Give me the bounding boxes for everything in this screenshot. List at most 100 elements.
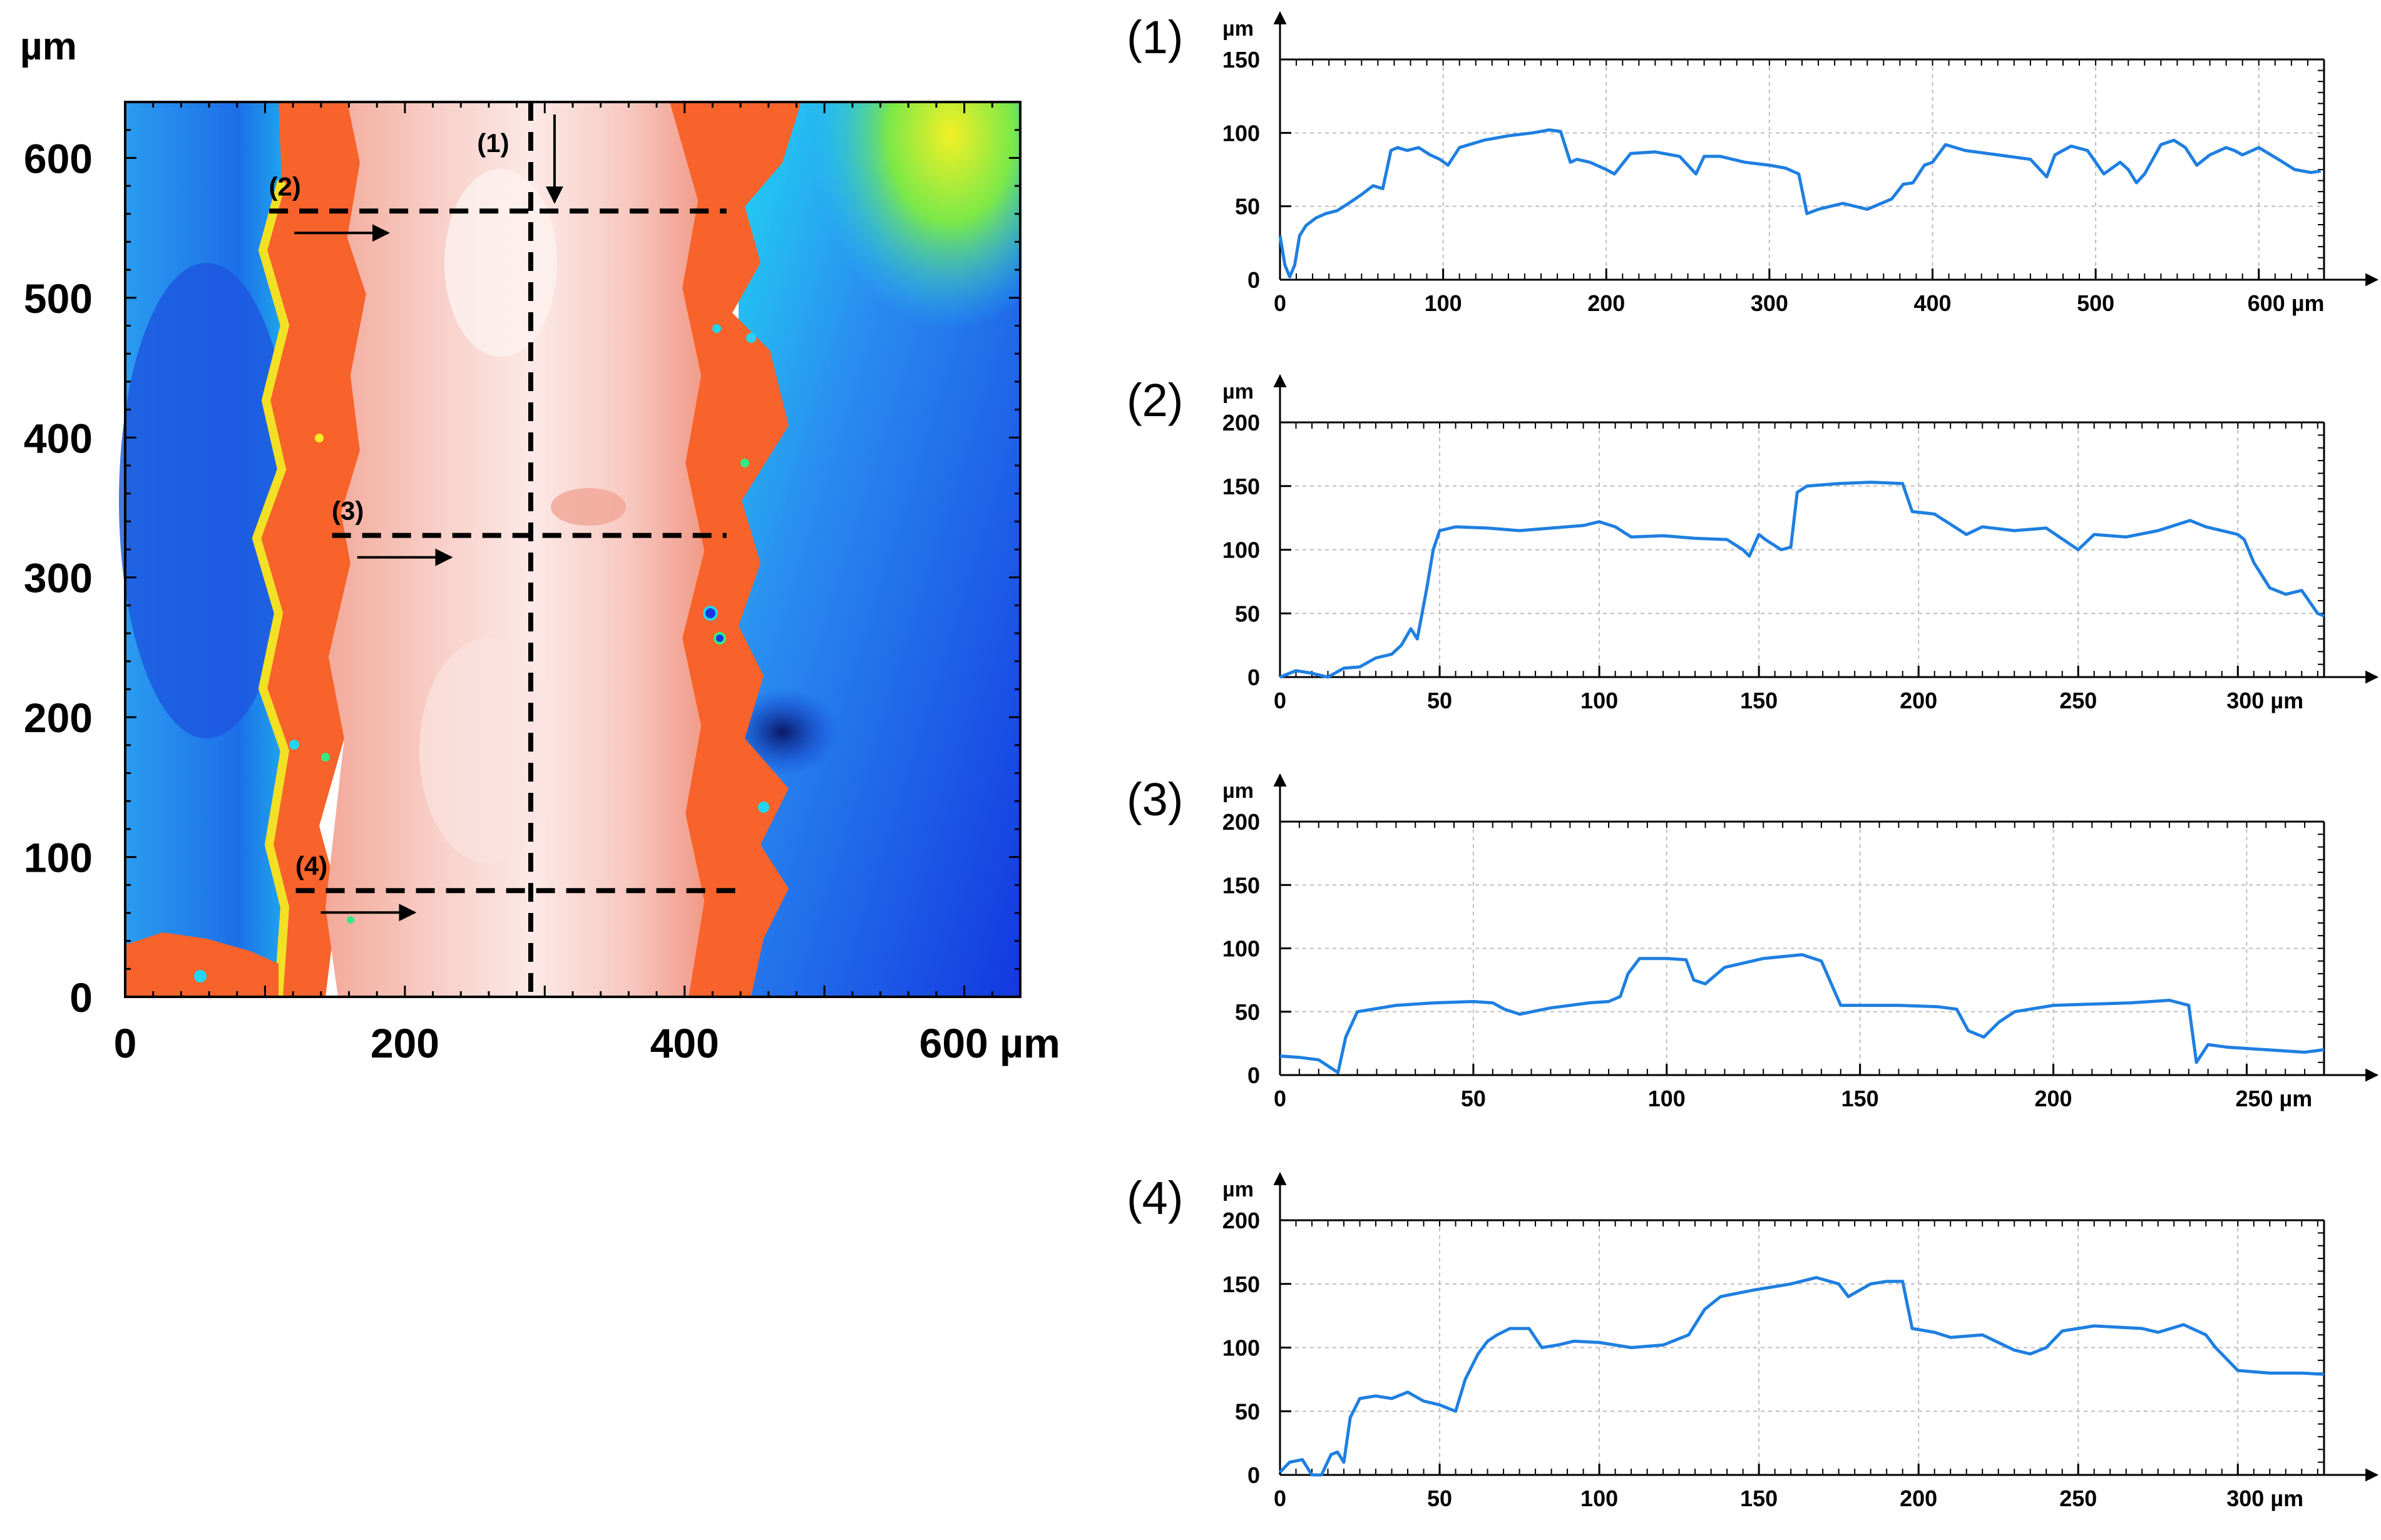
y-tick-label: 100 (1222, 538, 1260, 563)
y-unit-label: µm (1222, 1178, 1254, 1201)
profile-series-line (1278, 128, 2322, 278)
y-tick-label: 100 (1222, 1335, 1260, 1361)
profile-chart-1: 0 100 200 300 400 500 600 µm 0 50 100 150 µm (1) (1127, 11, 2379, 316)
profile-label: (3) (1127, 773, 1183, 825)
map-y-tick-label: 100 (24, 835, 93, 881)
map-right-orange-band (663, 102, 801, 997)
map-y-tick-label: 0 (69, 974, 93, 1021)
y-unit-label: µm (1222, 17, 1254, 41)
y-tick-label: 200 (1222, 1208, 1260, 1233)
y-tick-label: 0 (1247, 1063, 1260, 1088)
map-spot (289, 740, 299, 750)
x-tick-label: 300 µm (2226, 688, 2303, 713)
x-tick-label: 250 (2059, 1486, 2097, 1511)
x-tick-label: 100 (1425, 290, 1462, 316)
x-tick-label: 600 µm (2248, 290, 2325, 316)
y-tick-label: 50 (1235, 1399, 1260, 1424)
profile-chart-2: 0 50 100 150 200 250 300 µm 0 50 100 150 200 µm (2) (1127, 374, 2379, 713)
y-tick-label: 50 (1235, 999, 1260, 1025)
profile-label: (2) (1127, 374, 1183, 426)
profile-label-map: (2) (269, 171, 300, 201)
map-y-tick-label: 200 (24, 695, 93, 741)
height-map: 0 200 400 600 µm 0 100 200 300 400 500 600 µm (1) (2)… (20, 25, 1060, 1066)
map-pink-patch (551, 488, 626, 526)
x-tick-label: 150 (1740, 1486, 1778, 1511)
profile-series-line (1279, 1276, 2325, 1477)
map-y-unit-label: µm (20, 25, 77, 68)
x-tick-label: 150 (1740, 688, 1778, 713)
map-x-tick-label: 0 (114, 1020, 137, 1066)
map-bottom-left-orange (125, 932, 279, 997)
y-tick-label: 0 (1247, 665, 1260, 690)
profile-label-map: (4) (295, 851, 327, 880)
profile-chart-3: 0 50 100 150 200 250 µm 0 50 100 150 200 µm (3) (1127, 773, 2379, 1111)
map-spot (315, 434, 324, 442)
x-tick-label: 0 (1274, 1486, 1286, 1511)
x-tick-label: 100 (1648, 1086, 1686, 1111)
x-tick-label: 200 (2035, 1086, 2072, 1111)
map-spot (703, 606, 718, 621)
map-yellow-region (789, 102, 1020, 427)
map-spot (194, 970, 207, 982)
map-spot (321, 753, 330, 762)
x-tick-label: 200 (1587, 290, 1625, 316)
y-tick-label: 150 (1222, 872, 1260, 898)
x-tick-label: 300 (1751, 290, 1788, 316)
profile-label-map: (3) (332, 496, 364, 526)
x-tick-label: 300 µm (2226, 1486, 2303, 1511)
x-tick-label: 0 (1274, 1086, 1286, 1111)
x-tick-label: 50 (1427, 1486, 1452, 1511)
y-tick-label: 100 (1222, 936, 1260, 962)
y-tick-label: 150 (1222, 474, 1260, 499)
profile-label-map: (1) (477, 128, 509, 158)
map-y-tick-label: 300 (24, 555, 93, 601)
map-y-tick-label: 600 (24, 135, 93, 181)
map-spot (714, 632, 726, 645)
x-tick-label: 50 (1461, 1086, 1486, 1111)
profile-label: (4) (1127, 1172, 1183, 1224)
map-spot (758, 802, 769, 813)
x-tick-label: 500 (2077, 290, 2114, 316)
profile-chart-4: 0 50 100 150 200 250 300 µm 0 50 100 150 200 µm (4) (1127, 1171, 2379, 1511)
map-y-tick-label: 400 (24, 415, 93, 461)
x-tick-label: 100 (1580, 1486, 1618, 1511)
map-center-pink-band (325, 102, 704, 997)
y-tick-label: 200 (1222, 410, 1260, 436)
map-x-tick-label: 200 (371, 1020, 439, 1066)
x-tick-label: 250 (2059, 688, 2097, 713)
map-pale-patch (444, 169, 557, 357)
x-tick-label: 150 (1841, 1086, 1879, 1111)
map-left-yellow-edge (252, 180, 290, 997)
profile-series-line (1279, 481, 2325, 679)
x-tick-label: 50 (1427, 688, 1452, 713)
map-spot (740, 459, 749, 467)
profile-series-line (1279, 953, 2325, 1074)
map-x-tick-label: 600 µm (919, 1020, 1060, 1066)
map-x-tick-label: 400 (650, 1020, 719, 1066)
x-tick-label: 200 (1900, 688, 1937, 713)
map-pale-patch (419, 638, 557, 864)
map-y-tick-label: 500 (24, 275, 93, 322)
x-tick-label: 250 µm (2235, 1086, 2312, 1111)
y-tick-label: 100 (1222, 120, 1260, 146)
y-tick-label: 150 (1222, 1272, 1260, 1297)
profile-label: (1) (1127, 11, 1183, 63)
y-tick-label: 150 (1222, 47, 1260, 73)
x-tick-label: 100 (1580, 688, 1618, 713)
y-tick-label: 0 (1247, 267, 1260, 293)
map-spot (746, 333, 756, 343)
x-tick-label: 200 (1900, 1486, 1937, 1511)
y-tick-label: 50 (1235, 194, 1260, 220)
x-tick-label: 400 (1913, 290, 1951, 316)
map-left-deep-region (119, 263, 294, 738)
map-spot (347, 916, 354, 924)
y-unit-label: µm (1222, 380, 1254, 404)
x-tick-label: 0 (1274, 290, 1286, 316)
x-tick-label: 0 (1274, 688, 1286, 713)
map-spot (712, 324, 721, 333)
y-tick-label: 0 (1247, 1462, 1260, 1488)
y-unit-label: µm (1222, 779, 1254, 803)
y-tick-label: 50 (1235, 601, 1260, 626)
y-tick-label: 200 (1222, 809, 1260, 835)
